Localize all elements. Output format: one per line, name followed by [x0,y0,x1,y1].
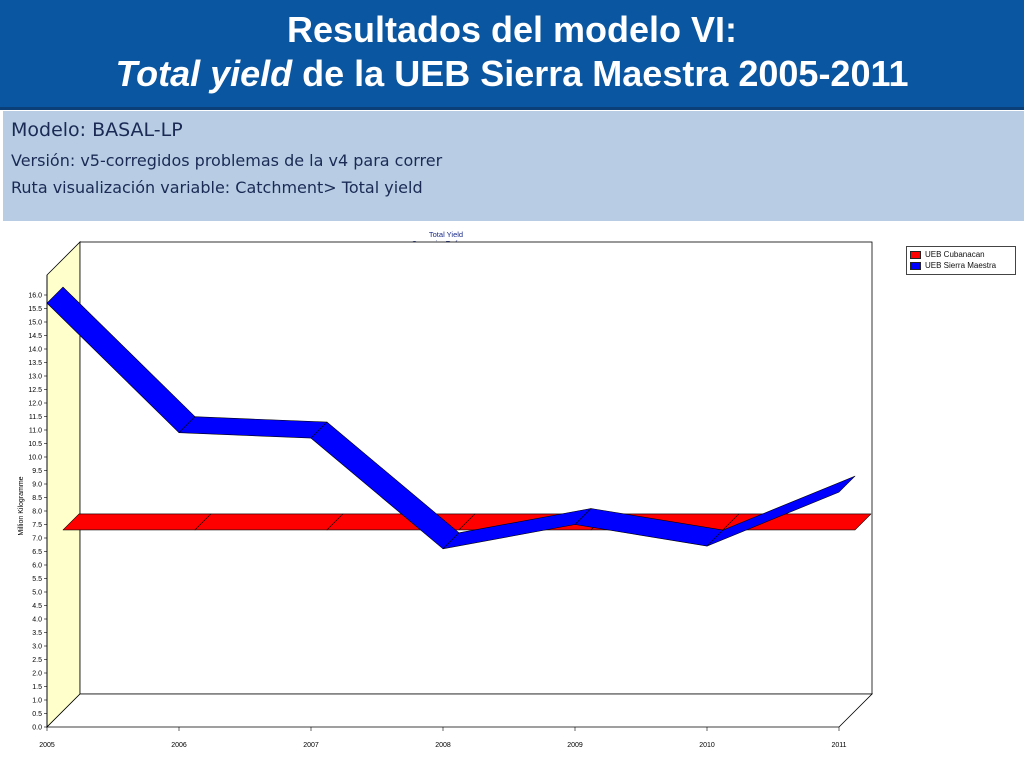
series-segment [62,513,212,531]
y-axis-ticks: 0.0 0.5 1.0 1.5 2.0 2.5 3.0 3.5 4.0 4.5 5.0 5.5 6.0 6… [28,293,47,732]
y-tick-label: 7.5 [32,522,42,529]
y-tick-label: 10.5 [28,441,42,448]
y-tick-label: 4.5 [32,603,42,610]
floor [46,693,873,728]
x-tick-label: 2006 [171,742,187,749]
x-axis-ticks: 2005 2006 2007 2008 2009 2010 2011 [39,727,847,749]
legend-item-cubanacan: UEB Cubanacan [910,250,985,260]
series-layer [46,286,872,550]
chart-title: Total Yield [429,230,463,239]
y-tick-label: 3.0 [32,644,42,651]
chart-frame [46,241,873,728]
y-tick-label: 1.5 [32,684,42,691]
y-tick-label: 14.0 [28,347,42,354]
y-tick-label: 11.5 [29,414,42,421]
y-tick-label: 7.0 [32,536,42,543]
slide-title-italic: Total yield [115,53,293,94]
series-sierra-maestra [46,286,856,550]
y-tick-label: 1.0 [32,698,42,705]
x-tick-label: 2009 [567,742,583,749]
y-tick-label: 16.0 [28,293,42,300]
info-model: Modelo: BASAL-LP [11,119,183,141]
y-tick-label: 9.5 [32,468,42,475]
y-tick-label: 13.5 [28,360,42,367]
y-tick-label: 6.0 [32,563,42,570]
legend-label-cubanacan: UEB Cubanacan [925,250,985,259]
y-tick-label: 5.0 [32,590,42,597]
legend-item-sierra-maestra: UEB Sierra Maestra [910,261,996,271]
y-tick-label: 15.0 [28,320,42,327]
y-tick-label: 5.5 [32,576,42,583]
y-tick-label: 10.0 [28,455,42,462]
x-tick-label: 2008 [435,742,451,749]
y-tick-label: 4.0 [32,617,42,624]
y-tick-label: 13.0 [28,374,42,381]
back-wall [79,241,873,695]
slide-title-line2: Total yield de la UEB Sierra Maestra 200… [0,54,1024,94]
y-tick-label: 2.5 [32,657,42,664]
y-tick-label: 8.0 [32,509,42,516]
legend-swatch-blue [910,261,921,270]
y-tick-label: 2.0 [32,671,42,678]
y-axis-label: Million Kilogramme [18,476,25,535]
slide-header: Resultados del modelo VI: Total yield de… [0,0,1024,110]
slide-title-line1: Resultados del modelo VI: [286,9,738,50]
x-tick-label: 2005 [39,742,55,749]
y-tick-label: 15.5 [28,306,42,313]
x-tick-label: 2011 [831,742,846,749]
y-tick-label: 8.5 [32,495,42,502]
total-yield-chart: Total Yield Scenario: Reference 0.00.51.… [18,230,873,749]
y-tick-label: 3.5 [32,630,42,637]
x-tick-label: 2007 [303,742,319,749]
legend-swatch-red [910,250,921,259]
y-tick-label: 12.5 [28,387,42,394]
y-tick-label: 6.5 [32,549,42,556]
info-version: Versión: v5-corregidos problemas de la v… [11,151,443,170]
info-box: Modelo: BASAL-LP Versión: v5-corregidos … [3,111,1024,221]
info-path: Ruta visualización variable: Catchment> … [11,178,423,197]
y-tick-label: 12.0 [28,401,42,408]
x-tick-label: 2010 [699,742,715,749]
legend-label-sierra-maestra: UEB Sierra Maestra [925,261,997,270]
y-tick-label: 11.0 [29,428,42,435]
series-segment [194,513,344,531]
y-tick-label: 0.0 [32,725,42,732]
y-tick-label: 0.5 [32,711,42,718]
slide-title-rest: de la UEB Sierra Maestra 2005-2011 [292,53,909,94]
y-tick-label: 9.0 [32,482,42,489]
y-tick-label: 14.5 [28,333,42,340]
series-segment [706,475,856,547]
chart-legend: UEB Cubanacan UEB Sierra Maestra [906,246,1016,275]
